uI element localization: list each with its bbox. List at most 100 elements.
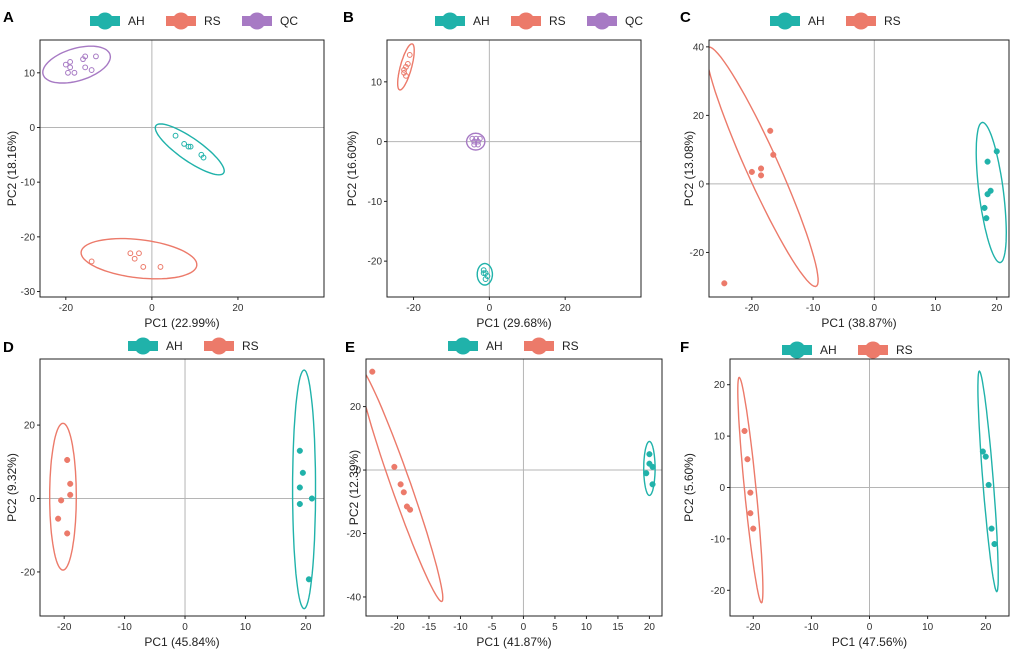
legend-label: RS (204, 14, 221, 28)
plot-area (42, 45, 225, 280)
y-tick-label: 10 (371, 77, 383, 88)
data-point (296, 500, 303, 508)
data-point (741, 427, 748, 435)
legend-swatch-dot (441, 12, 459, 30)
legend-item-rs: RS (511, 12, 566, 30)
x-axis-label: PC1 (47.56%) (832, 635, 907, 649)
plot-frame (708, 39, 1010, 298)
legend-item-rs: RS (858, 341, 913, 359)
legend-item-rs: RS (166, 12, 221, 30)
legend-label: RS (896, 343, 913, 357)
data-point (983, 215, 990, 222)
panel-letter: D (3, 339, 14, 356)
confidence-ellipse-rs (49, 422, 78, 571)
plot-area (49, 369, 317, 610)
legend-swatch-dot (454, 337, 472, 355)
x-tick-label: 20 (300, 622, 312, 633)
data-point (65, 69, 71, 76)
data-point (981, 204, 988, 211)
y-tick-label: 40 (693, 42, 705, 53)
y-tick-label: -20 (21, 567, 36, 578)
x-tick-label: 15 (612, 622, 624, 633)
data-point (181, 140, 188, 147)
legend-label: QC (625, 14, 643, 28)
data-point (82, 53, 89, 60)
legend-label: AH (820, 343, 837, 357)
panel-B: B AH RS QC -20 0 20 -20 -10 0 10 PC1 (29.68%) PC2 (1… (343, 9, 643, 330)
y-tick-label: -20 (368, 257, 383, 268)
data-point (407, 506, 414, 513)
series-rs (49, 422, 78, 571)
legend-swatch-dot (134, 337, 152, 355)
x-tick-label: -20 (745, 303, 760, 314)
x-tick-label: 0 (149, 303, 155, 314)
y-tick-label: 0 (719, 483, 725, 494)
confidence-ellipse-rs (737, 376, 764, 604)
x-axis-label: PC1 (41.87%) (476, 635, 551, 649)
x-tick-label: 10 (930, 303, 942, 314)
y-tick-label: 0 (355, 466, 361, 477)
x-tick-label: -20 (59, 303, 74, 314)
legend-label: RS (242, 339, 259, 353)
series-rs (366, 368, 444, 603)
data-point (982, 453, 989, 460)
y-tick-label: -10 (711, 534, 726, 545)
x-tick-label: 0 (182, 622, 188, 633)
legend-swatch-dot (530, 337, 548, 355)
data-point (984, 191, 991, 198)
legend-swatch-dot (517, 12, 535, 30)
legend-swatch-dot (172, 12, 190, 30)
data-point (404, 61, 411, 67)
plot-area (709, 46, 1008, 288)
panel-F: F AH RS -20 -10 0 10 20 -20 -10 0 10 20 PC1 (47.56%) P… (680, 339, 1010, 649)
data-point (643, 470, 650, 477)
x-axis-label: PC1 (38.87%) (821, 316, 896, 330)
series-ah (291, 369, 317, 610)
data-point (185, 143, 192, 150)
panel-letter: B (343, 9, 354, 26)
y-tick-label: 20 (350, 402, 362, 413)
legend-swatch-dot (864, 341, 882, 359)
x-tick-label: 20 (644, 622, 656, 633)
confidence-ellipse-ah (476, 262, 494, 286)
data-point (136, 250, 142, 257)
legend-label: RS (562, 339, 579, 353)
data-point (131, 255, 138, 262)
data-point (67, 480, 74, 487)
x-tick-label: 10 (240, 622, 252, 633)
data-point (403, 72, 409, 79)
x-tick-label: -10 (117, 622, 132, 633)
x-tick-label: -10 (806, 303, 821, 314)
legend-label: AH (128, 14, 145, 28)
confidence-ellipse-ah (642, 440, 656, 497)
series-rs (737, 376, 764, 604)
legend-swatch-dot (852, 12, 870, 30)
x-tick-label: 20 (991, 303, 1003, 314)
y-tick-label: 0 (29, 123, 35, 134)
confidence-ellipse-ah (291, 369, 317, 610)
y-tick-label: 20 (714, 380, 726, 391)
x-tick-label: 10 (581, 622, 593, 633)
x-tick-label: 5 (552, 622, 558, 633)
confidence-ellipse-ah (977, 370, 999, 593)
data-point (127, 250, 134, 257)
data-point (67, 491, 74, 498)
data-point (296, 484, 303, 491)
data-point (750, 525, 757, 532)
legend-item-qc: QC (242, 12, 298, 30)
data-point (140, 264, 147, 270)
y-tick-label: 0 (698, 179, 704, 190)
data-point (991, 540, 998, 548)
x-axis-label: PC1 (45.84%) (144, 635, 219, 649)
legend-swatch-dot (788, 341, 806, 359)
x-tick-label: -10 (453, 622, 468, 633)
data-point (187, 143, 194, 150)
data-point (770, 151, 777, 158)
legend-item-ah: AH (782, 341, 837, 359)
data-point (82, 64, 89, 71)
data-point (476, 135, 483, 142)
panel-A: A AH RS QC -20 0 20 -30 -20 -10 0 10 PC1 (22.99%) PC2… (3, 9, 325, 330)
legend-swatch-dot (776, 12, 794, 30)
plot-area (397, 43, 494, 286)
plot-frame (386, 39, 642, 298)
